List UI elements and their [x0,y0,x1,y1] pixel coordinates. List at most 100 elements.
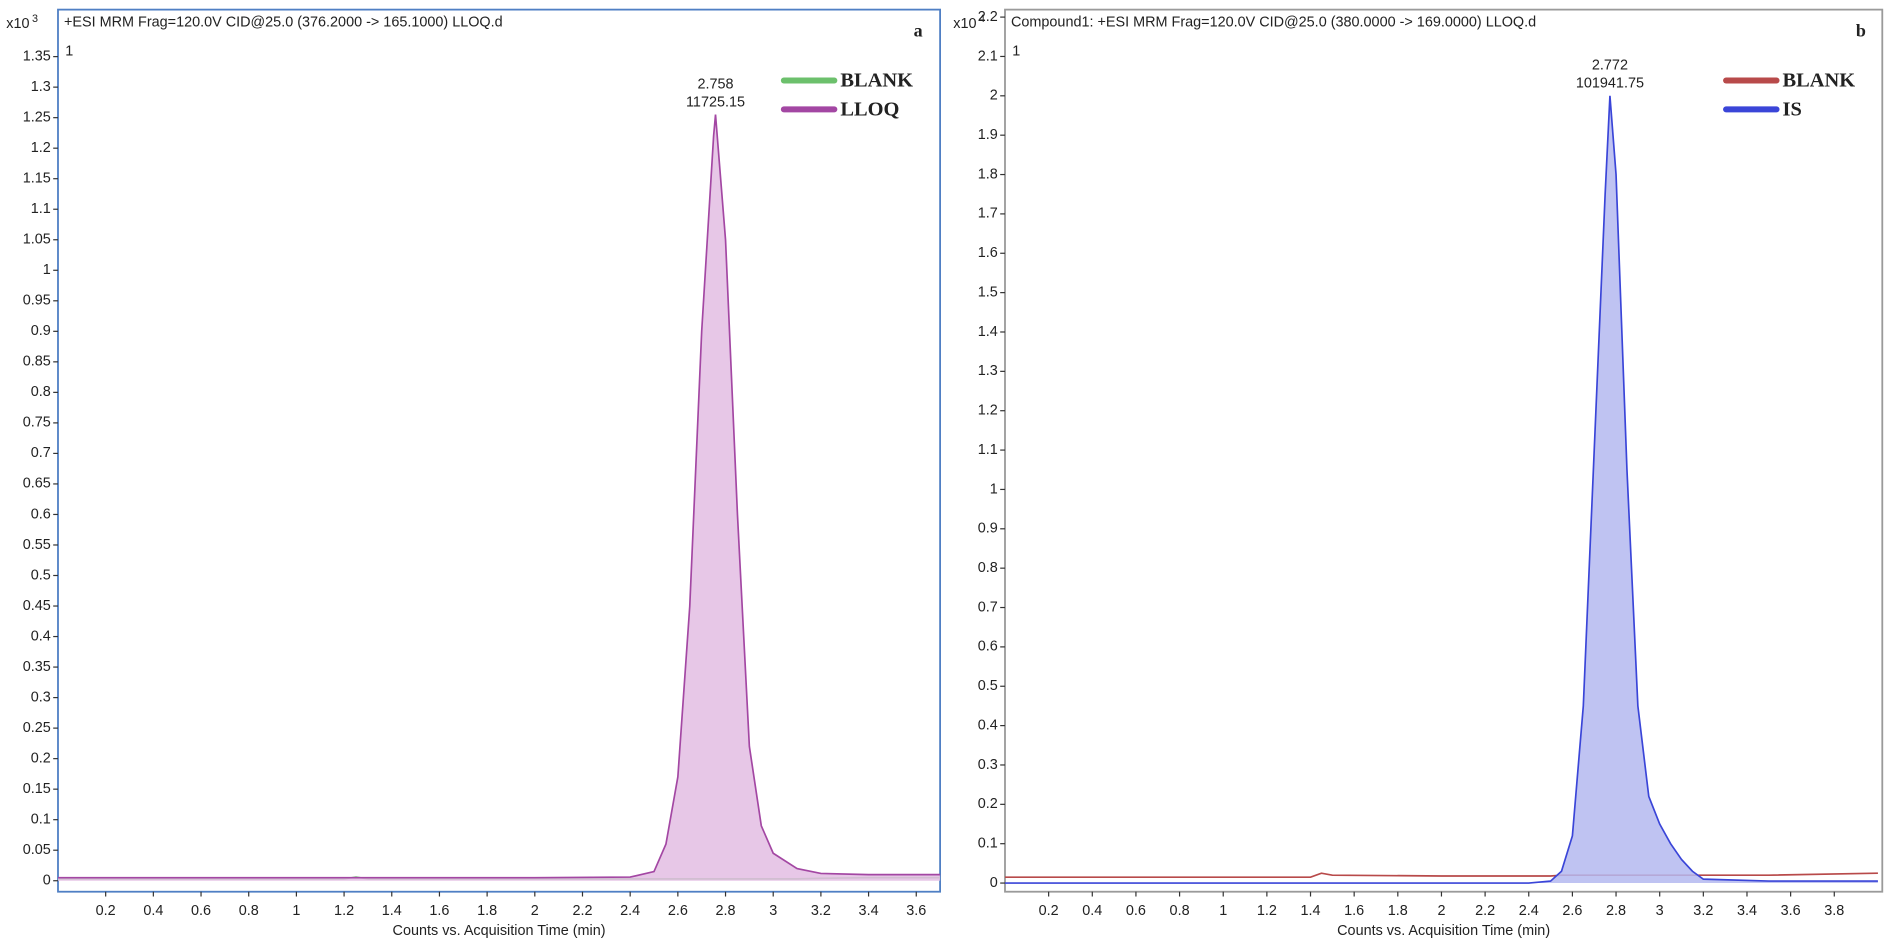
y-tick-label: 1.3 [31,79,51,95]
x-tick-label: 0.4 [1082,903,1102,919]
x-tick-label: 1.6 [1344,903,1364,919]
y-tick-label: 0.95 [23,293,51,309]
y-tick-label: 0.25 [23,720,51,736]
y-tick-label: 0 [43,873,51,889]
y-multiplier: x10 3 [6,13,38,32]
y-tick-label: 0.2 [31,750,51,766]
y-tick-label: 0.65 [23,476,51,492]
y-multiplier-base: x10 [953,16,976,32]
y-tick-label: 0.15 [23,781,51,797]
y-tick-label: 0.75 [23,415,51,431]
x-tick-label: 1 [292,903,300,919]
y-tick-label: 0.4 [31,628,51,644]
plot-frame [57,8,941,893]
y-multiplier-base: x10 [6,16,29,32]
x-tick-label: 2 [531,903,539,919]
y-tick-label: 0.8 [978,560,998,576]
y-tick-label: 1.1 [978,442,998,458]
x-tick-label: 0.6 [191,903,211,919]
y-tick-label: 1.8 [978,166,998,182]
y-tick-label: 0.7 [31,445,51,461]
x-tick-label: 3.6 [1781,903,1801,919]
corner-label: 1 [1012,43,1020,59]
legend-label: BLANK [840,69,913,91]
x-tick-label: 0.2 [96,903,116,919]
y-tick-label: 1.1 [31,201,51,217]
x-tick-label: 0.2 [1039,903,1059,919]
x-tick-label: 2.2 [572,903,592,919]
y-tick-label: 0.9 [978,521,998,537]
y-tick-label: 0.1 [31,811,51,827]
y-tick-label: 1.5 [978,284,998,300]
x-tick-label: 3.6 [906,903,926,919]
y-tick-label: 1.6 [978,245,998,261]
y-tick-label: 0.7 [978,599,998,615]
x-tick-label: 1.2 [334,903,354,919]
y-tick-label: 1.25 [23,109,51,125]
x-tick-label: 1.4 [1301,903,1321,919]
x-axis-label: Counts vs. Acquisition Time (min) [393,923,606,939]
corner-label: 1 [65,43,73,59]
chart-title: Compound1: +ESI MRM Frag=120.0V CID@25.0… [1011,15,1536,31]
y-tick-label: 1.05 [23,232,51,248]
x-tick-label: 0.6 [1126,903,1146,919]
peak-annotation: 2.758 [697,76,733,92]
x-tick-label: 1 [1219,903,1227,919]
y-tick-label: 2.1 [978,48,998,64]
y-tick-label: 0.5 [978,678,998,694]
y-tick-label: 2.2 [978,9,998,25]
x-tick-label: 3 [1656,903,1664,919]
x-tick-label: 2.6 [1562,903,1582,919]
series-line [57,114,941,879]
y-tick-label: 1 [43,262,51,278]
x-tick-label: 2.8 [1606,903,1626,919]
y-tick-label: 1 [990,481,998,497]
x-tick-label: 3.2 [1693,903,1713,919]
y-tick-label: 1.7 [978,206,998,222]
x-tick-label: 3 [769,903,777,919]
y-tick-label: 2 [990,88,998,104]
x-tick-label: 3.4 [1737,903,1757,919]
x-tick-label: 0.4 [143,903,163,919]
y-tick-label: 0.9 [31,323,51,339]
y-tick-label: 1.35 [23,48,51,64]
y-tick-label: 0.1 [978,836,998,852]
y-tick-label: 0.6 [978,639,998,655]
x-tick-label: 3.4 [859,903,879,919]
y-tick-label: 0.3 [31,689,51,705]
x-tick-label: 1.8 [1388,903,1408,919]
legend-label: BLANK [1783,69,1856,91]
x-tick-label: 1.4 [382,903,402,919]
y-tick-label: 1.9 [978,127,998,143]
y-multiplier-exponent: 4 [979,13,985,25]
y-tick-label: 0.85 [23,354,51,370]
y-tick-label: 0 [990,875,998,891]
peak-annotation: 101941.75 [1576,76,1644,92]
x-tick-label: 1.6 [429,903,449,919]
y-tick-label: 0.05 [23,842,51,858]
x-tick-label: 1.2 [1257,903,1277,919]
y-tick-label: 0.2 [978,796,998,812]
x-tick-label: 3.2 [811,903,831,919]
y-tick-label: 0.6 [31,506,51,522]
legend-label: IS [1783,98,1802,120]
panel-label: b [1856,21,1866,41]
y-tick-label: 0.8 [31,384,51,400]
y-tick-label: 1.4 [978,324,998,340]
y-tick-label: 0.4 [978,717,998,733]
y-tick-label: 0.3 [978,757,998,773]
y-tick-label: 0.45 [23,598,51,614]
y-multiplier-exponent: 3 [32,13,38,25]
y-tick-label: 0.5 [31,567,51,583]
legend-label: LLOQ [840,98,899,120]
x-axis-label: Counts vs. Acquisition Time (min) [1337,923,1550,939]
y-tick-label: 1.2 [31,140,51,156]
series-line [1004,95,1878,884]
chart-title: +ESI MRM Frag=120.0V CID@25.0 (376.2000 … [64,15,503,31]
panel-label: a [914,21,923,41]
x-tick-label: 0.8 [1170,903,1190,919]
x-tick-label: 1.8 [477,903,497,919]
x-tick-label: 3.8 [1824,903,1844,919]
